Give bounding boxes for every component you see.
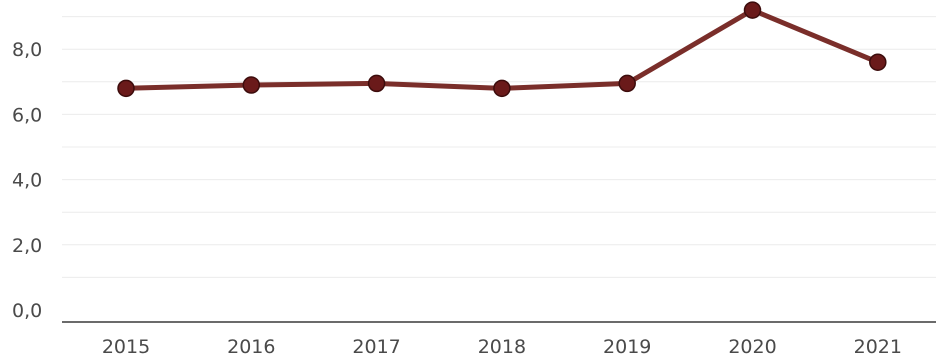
data-point-2020 [743, 1, 762, 19]
data-point-2021 [869, 53, 887, 71]
y-tick-label: 6,0 [12, 104, 42, 126]
y-axis-ticks: 0,0 2,0 4,0 6,0 8,0 [12, 39, 42, 322]
x-tick-label: 2021 [854, 336, 902, 358]
data-point-2019 [618, 74, 636, 93]
y-tick-label: 8,0 [12, 39, 42, 61]
x-tick-label: 2019 [603, 336, 651, 358]
y-tick-label: 2,0 [12, 235, 42, 257]
y-tick-label: 4,0 [12, 170, 42, 192]
y-tick-label: 0,0 [12, 300, 42, 322]
x-axis-ticks: 2015 2016 2017 2018 2019 2020 2021 [102, 336, 902, 358]
grid-lines [62, 16, 936, 278]
x-tick-label: 2020 [728, 336, 776, 358]
x-tick-label: 2016 [227, 336, 275, 358]
data-point-2018 [493, 79, 511, 98]
data-point-2016 [242, 76, 261, 94]
x-tick-label: 2017 [352, 336, 400, 358]
x-tick-label: 2018 [478, 336, 526, 358]
x-tick-label: 2015 [102, 336, 150, 358]
data-point-2015 [117, 79, 135, 98]
data-series [117, 1, 887, 98]
data-point-2017 [367, 74, 386, 93]
